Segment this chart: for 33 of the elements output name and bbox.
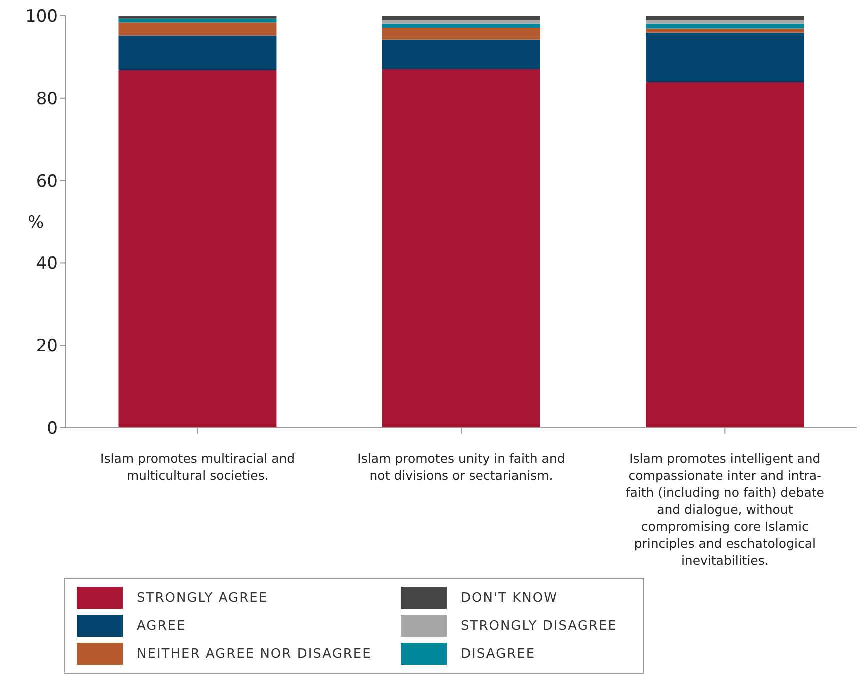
legend-label: DISAGREE: [461, 646, 536, 662]
bar: [646, 16, 804, 20]
bar: [382, 20, 540, 24]
bar: [118, 36, 277, 70]
y-tick-label: 60: [36, 172, 58, 192]
y-tick-label: 40: [36, 254, 58, 274]
x-tick-label: Islam promotes intelligent and compassionate inter and intra-faith (including no faith) debate and dialogue, without compromising core Islamic principles and eschatological inevitabilities.: [624, 450, 826, 569]
bar: [382, 24, 540, 28]
x-tick-label: Islam promotes multiracial and multicultural societies.: [100, 450, 296, 484]
bar: [118, 16, 277, 19]
bar: [382, 70, 540, 428]
bar: [646, 20, 804, 24]
bar: [118, 22, 277, 36]
legend-label: DON'T KNOW: [461, 590, 558, 606]
bar: [646, 28, 804, 33]
y-tick-label: 0: [47, 419, 58, 440]
bar: [646, 82, 804, 428]
bar: [646, 32, 804, 82]
y-tick-label: 100: [26, 7, 58, 28]
bar: [382, 40, 540, 70]
x-tick-label: Islam promotes unity in faith and not divisions or sectarianism.: [356, 450, 566, 484]
y-tick-label: 20: [36, 336, 58, 357]
legend-label: STRONGLY AGREE: [137, 590, 268, 606]
bar: [118, 70, 277, 428]
bar: [382, 16, 540, 20]
y-tick-label: 80: [36, 89, 58, 110]
legend-label: AGREE: [137, 618, 186, 634]
legend-label: NEITHER AGREE NOR DISAGREE: [137, 646, 372, 662]
bar: [118, 18, 277, 23]
bar: [646, 24, 804, 29]
y-axis-title: %: [28, 213, 44, 234]
bar: [382, 28, 540, 40]
legend-label: STRONGLY DISAGREE: [461, 618, 618, 634]
